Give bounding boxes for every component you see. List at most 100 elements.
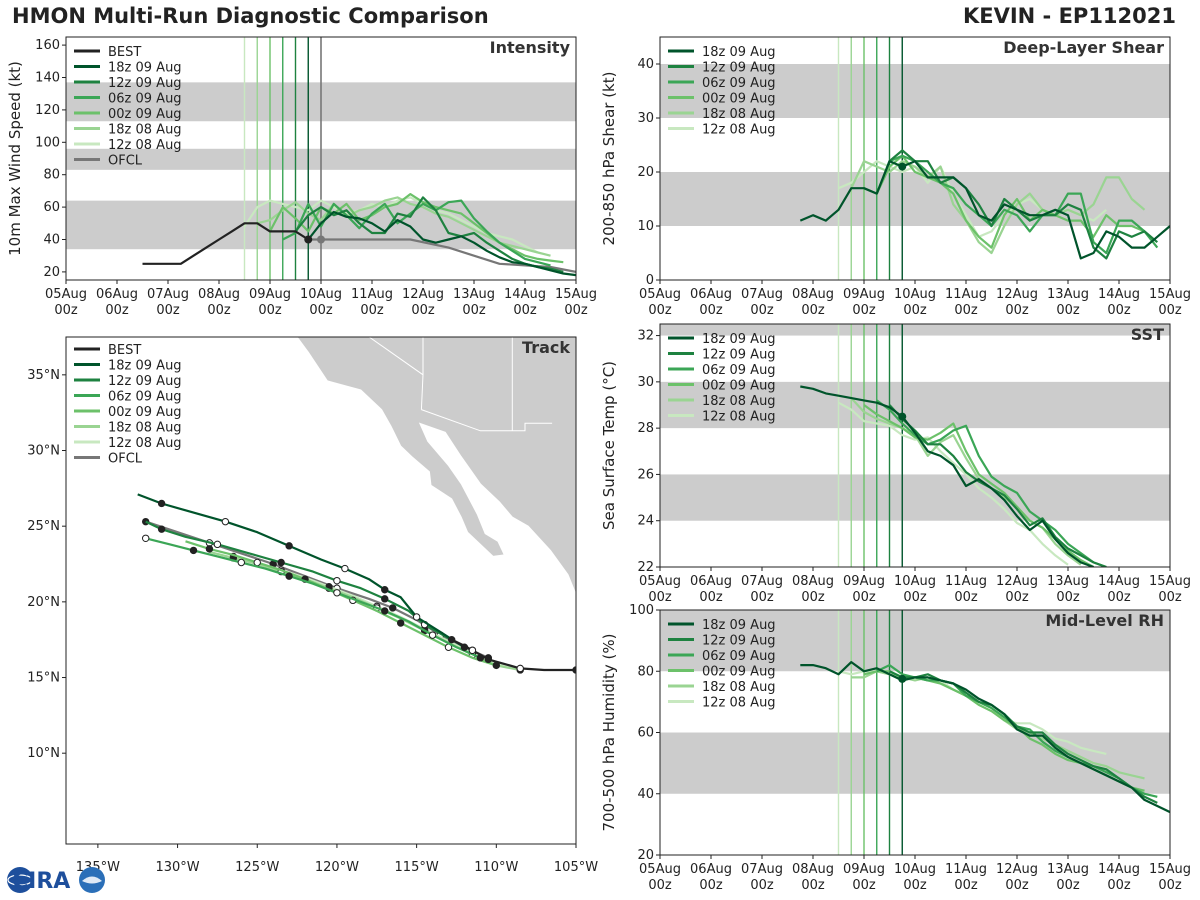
legend-label: 18z 08 Aug — [108, 421, 182, 436]
x-tick-label: 09Aug — [249, 287, 291, 302]
x-tick-label: 06Aug — [690, 862, 732, 877]
y-axis-label: Sea Surface Temp (°C) — [600, 361, 618, 530]
legend-label: 12z 08 Aug — [702, 410, 776, 425]
x-tick-label: 07Aug — [741, 287, 783, 302]
x-tick-label: 06Aug — [690, 287, 732, 302]
y-tick-label: 25°N — [27, 519, 60, 534]
track-point — [468, 646, 477, 654]
x-tick-label-hour: 00z — [750, 303, 774, 318]
shaded-band — [660, 610, 1170, 672]
x-tick-label: 15Aug — [1149, 574, 1191, 589]
y-axis-label: 700-500 hPa Humidity (%) — [600, 633, 618, 831]
y-tick-label: 20 — [637, 848, 654, 863]
series-line-00z-09-aug — [863, 154, 1145, 249]
series-line-18z-09-aug — [800, 385, 1094, 567]
series-line-00z-09-aug — [269, 193, 564, 264]
x-tick-label: 07Aug — [147, 287, 189, 302]
legend-label: 18z 09 Aug — [702, 618, 776, 633]
x-tick-label: 11Aug — [351, 287, 393, 302]
x-tick-label-hour: 00z — [1107, 303, 1131, 318]
land-mass — [295, 337, 576, 596]
y-tick-label: 140 — [35, 71, 60, 86]
series-marker — [898, 674, 907, 683]
legend-label: 18z 08 Aug — [702, 394, 776, 409]
legend-label: 00z 09 Aug — [702, 379, 776, 394]
series-line-12z-09-aug — [889, 670, 1158, 804]
legend-label: 18z 08 Aug — [702, 680, 776, 695]
x-tick-label-hour: 00z — [1005, 878, 1029, 893]
series-line-12z-09-aug — [888, 404, 1107, 567]
legend-label: 00z 09 Aug — [108, 107, 182, 122]
x-tick-label-hour: 00z — [648, 878, 672, 893]
x-tick-label: 06Aug — [690, 574, 732, 589]
x-tick-label: 09Aug — [843, 574, 885, 589]
x-tick-label: 13Aug — [1047, 287, 1089, 302]
x-tick-label: 105°W — [554, 860, 598, 875]
panel-shear: 01020304005Aug00z06Aug00z07Aug00z08Aug00… — [600, 36, 1191, 318]
x-tick-label-hour: 00z — [156, 303, 180, 318]
x-tick-label: 110°W — [474, 860, 518, 875]
legend-label: 00z 09 Aug — [702, 92, 776, 107]
y-tick-label: 80 — [637, 664, 654, 679]
x-tick-label: 10Aug — [894, 287, 936, 302]
panel-sst: 22242628303205Aug00z06Aug00z07Aug00z08Au… — [600, 323, 1191, 605]
x-tick-label-hour: 00z — [648, 590, 672, 605]
x-tick-label: 12Aug — [996, 862, 1038, 877]
state-border — [421, 409, 553, 432]
legend-label: 00z 09 Aug — [108, 405, 182, 420]
x-tick-label: 09Aug — [843, 287, 885, 302]
x-tick-label: 09Aug — [843, 862, 885, 877]
x-tick-label: 08Aug — [792, 287, 834, 302]
legend-label: 18z 09 Aug — [108, 359, 182, 374]
panel-intensity: 2040608010012014016005Aug00z06Aug00z07Au… — [6, 36, 597, 318]
track-point — [412, 613, 421, 621]
x-tick-label: 15Aug — [1149, 862, 1191, 877]
y-tick-label: 20°N — [27, 595, 60, 610]
y-tick-label: 100 — [629, 603, 654, 618]
x-tick-label-hour: 00z — [750, 590, 774, 605]
legend-label: 12z 08 Aug — [108, 138, 182, 153]
x-tick-label-hour: 00z — [750, 878, 774, 893]
shaded-band — [660, 172, 1170, 226]
y-tick-label: 80 — [43, 168, 60, 183]
track-point — [285, 542, 293, 550]
y-axis-label: 200-850 hPa Shear (kt) — [600, 72, 618, 246]
legend-label: 12z 09 Aug — [702, 348, 776, 363]
track-point — [189, 546, 198, 555]
cira-logo: CIRA — [7, 867, 105, 894]
track-point — [277, 558, 285, 567]
x-tick-label-hour: 00z — [207, 303, 231, 318]
x-tick-label-hour: 00z — [801, 878, 825, 893]
series-line-12z-09-aug — [294, 196, 564, 273]
y-tick-label: 10°N — [27, 746, 60, 761]
x-tick-label: 10Aug — [894, 862, 936, 877]
track-point — [516, 664, 524, 673]
legend-label: 06z 09 Aug — [108, 390, 182, 405]
figure-title: HMON Multi-Run Diagnostic Comparison — [12, 4, 489, 28]
track-point — [157, 525, 166, 533]
track-point — [341, 564, 349, 573]
y-tick-label: 100 — [35, 135, 60, 150]
x-tick-label: 14Aug — [504, 287, 546, 302]
x-tick-label: 11Aug — [945, 287, 987, 302]
x-tick-label: 05Aug — [45, 287, 87, 302]
x-tick-label-hour: 00z — [852, 878, 876, 893]
legend-label: 06z 09 Aug — [702, 76, 776, 91]
x-tick-label-hour: 00z — [54, 303, 78, 318]
x-tick-label-hour: 00z — [1056, 303, 1080, 318]
x-tick-label: 10Aug — [300, 287, 342, 302]
panel-track: 135°W 130°W 125°W 120°W 115°W 110°W 105°W10°N1… — [27, 336, 598, 875]
x-tick-label: 14Aug — [1098, 862, 1140, 877]
legend-label: 06z 09 Aug — [702, 363, 776, 378]
series-line-06z-09-aug — [876, 399, 1107, 567]
track-point — [237, 558, 246, 567]
shaded-band — [660, 474, 1170, 521]
series-line-18z-09-aug — [799, 160, 1170, 260]
x-tick-label: 11Aug — [945, 862, 987, 877]
legend-label: 18z 09 Aug — [702, 332, 776, 347]
series-marker — [898, 162, 907, 171]
panel-title: Mid-Level RH — [1045, 611, 1164, 630]
x-tick-label-hour: 00z — [1107, 590, 1131, 605]
track-point — [221, 517, 230, 526]
y-tick-label: 120 — [35, 103, 60, 118]
